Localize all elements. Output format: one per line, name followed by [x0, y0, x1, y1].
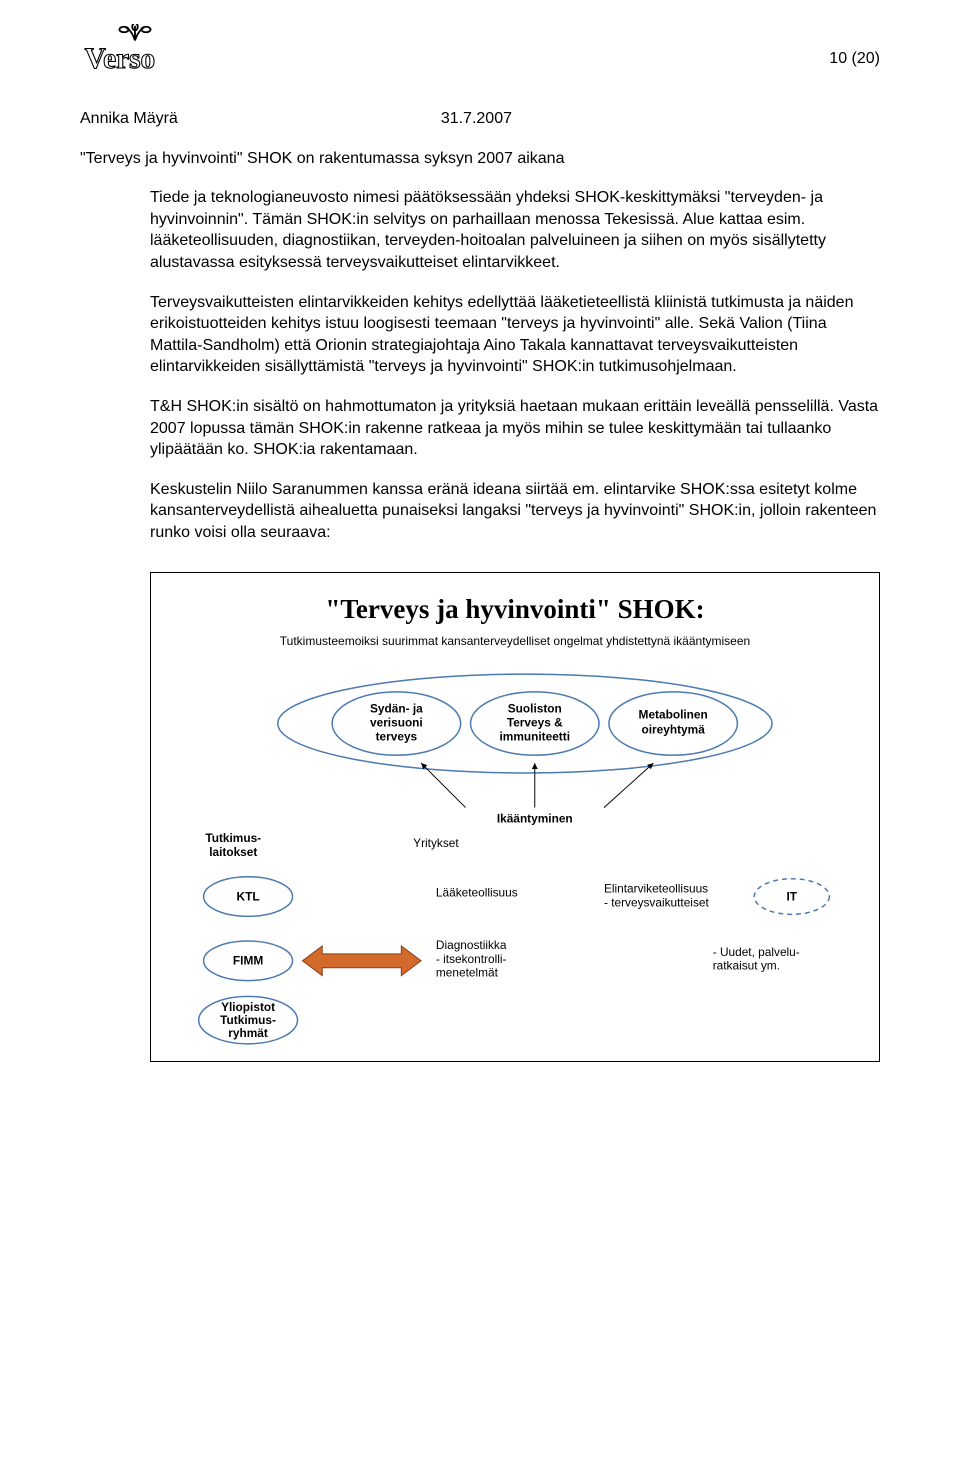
document-title: "Terveys ja hyvinvointi" SHOK on rakentu…	[80, 148, 880, 170]
paragraph-1: Tiede ja teknologianeuvosto nimesi päätö…	[150, 187, 880, 273]
label-diag-l2: - itsekontrolli-	[436, 952, 507, 966]
node-sydan-l1: Sydän- ja	[370, 702, 423, 716]
label-laake: Lääketeollisuus	[436, 886, 518, 900]
diagram-title: "Terveys ja hyvinvointi" SHOK:	[169, 591, 861, 627]
label-uudet-l1: - Uudet, palvelu-	[713, 945, 800, 959]
author-name: Annika Mäyrä	[80, 108, 178, 130]
node-sydan-l2: verisuoni	[370, 716, 423, 730]
shok-diagram: "Terveys ja hyvinvointi" SHOK: Tutkimust…	[150, 572, 880, 1062]
node-sydan-l3: terveys	[376, 729, 418, 743]
paragraph-4: Keskustelin Niilo Saranummen kanssa erän…	[150, 479, 880, 544]
label-elin-l2: - terveysvaikutteiset	[604, 896, 709, 910]
paragraph-2: Terveysvaikutteisten elintarvikkeiden ke…	[150, 292, 880, 378]
label-ktl: KTL	[237, 890, 260, 904]
label-fimm: FIMM	[233, 954, 263, 968]
author-date-row: Annika Mäyrä 31.7.2007	[80, 108, 512, 130]
node-metabolinen-l2: oireyhtymä	[642, 723, 706, 737]
label-tutkimus-l2: laitokset	[209, 845, 257, 859]
diagram-svg: Sydän- ja verisuoni terveys Suoliston Te…	[169, 667, 861, 1047]
body-content: Tiede ja teknologianeuvosto nimesi päätö…	[150, 187, 880, 1061]
document-date: 31.7.2007	[441, 108, 512, 130]
logo-text: Verso	[85, 43, 156, 75]
node-suoliston-l3: immuniteetti	[500, 729, 571, 743]
paragraph-3: T&H SHOK:in sisältö on hahmottumaton ja …	[150, 396, 880, 461]
label-ikaan: Ikääntyminen	[497, 812, 573, 826]
verso-logo: Verso	[80, 24, 190, 80]
node-suoliston-l2: Terveys &	[507, 716, 563, 730]
label-yli-l3: ryhmät	[228, 1026, 268, 1040]
node-suoliston-l1: Suoliston	[508, 702, 562, 716]
label-it: IT	[787, 890, 798, 904]
label-tutkimus-l1: Tutkimus-	[205, 831, 261, 845]
label-uudet-l2: ratkaisut ym.	[713, 959, 780, 973]
label-diag-l1: Diagnostiikka	[436, 938, 507, 952]
page-header: Verso 10 (20)	[80, 24, 880, 80]
arrow-fimm-diag	[302, 946, 421, 976]
node-metabolinen-l1: Metabolinen	[639, 708, 708, 722]
diagram-subtitle: Tutkimusteemoiksi suurimmat kansantervey…	[169, 633, 861, 649]
page-number: 10 (20)	[829, 24, 880, 70]
label-yritykset: Yritykset	[413, 836, 459, 850]
label-elin-l1: Elintarviketeollisuus	[604, 882, 708, 896]
label-diag-l3: menetelmät	[436, 966, 499, 980]
